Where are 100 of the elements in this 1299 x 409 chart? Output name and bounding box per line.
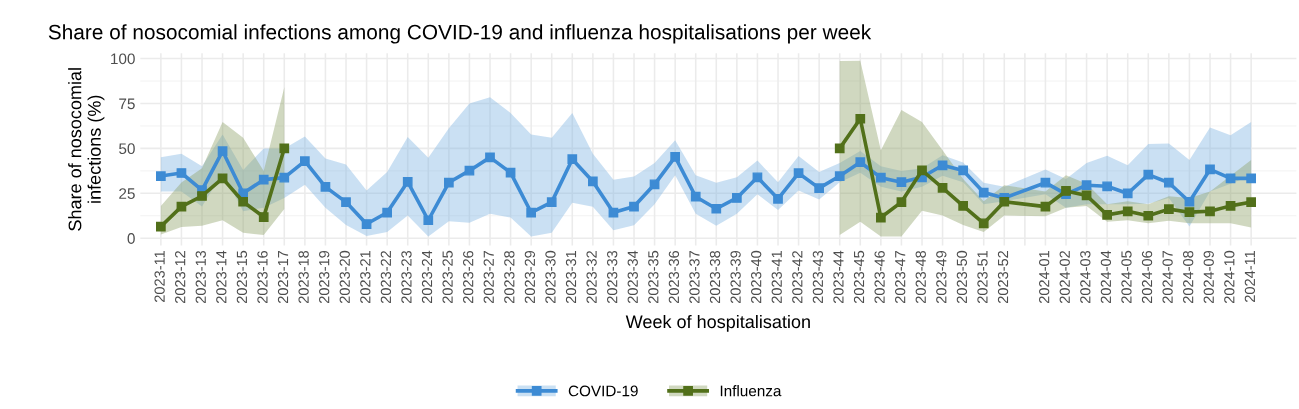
x-tick-label: 2023-39 [730,250,741,304]
point [485,152,495,163]
point [567,154,578,165]
point [875,212,886,223]
x-tick-label: 2023-35 [648,250,659,304]
x-tick-label: 2023-18 [298,250,309,304]
x-tick-label: 2023-45 [853,250,865,304]
point [1081,180,1092,191]
x-tick-label: 2023-12 [175,250,186,304]
point [752,172,763,183]
point [587,176,598,187]
point [773,194,783,204]
point [958,165,969,176]
x-tick-label: 2024-04 [1100,250,1112,304]
point [731,193,742,203]
y-tick-label: 25 [119,188,135,199]
point [917,165,927,176]
point [670,151,681,162]
point [834,171,845,181]
point [320,181,331,192]
y-tick-label: 75 [119,98,135,110]
point [546,197,557,207]
x-tick-label: 2023-31 [565,250,577,304]
point [1040,177,1051,188]
point [896,197,907,207]
x-tick-label: 2023-27 [483,250,494,304]
point [711,203,722,214]
point [937,160,948,171]
x-tick-label: 2023-14 [216,250,227,304]
point [978,218,989,229]
x-tick-label: 2024-09 [1203,250,1214,304]
x-tick-label: 2023-21 [360,250,371,304]
point [937,183,948,193]
x-tick-label: 2023-26 [463,250,474,304]
x-tick-label: 2024-11 [1244,250,1256,302]
point [834,143,845,154]
x-tick-label: 2023-20 [339,250,350,304]
x-tick-label: 2024-07 [1162,250,1173,304]
point [649,179,660,190]
x-tick-label: 2024-05 [1121,250,1132,304]
x-tick-label: 2023-16 [257,250,268,304]
x-tick-label: 2023-19 [319,250,330,304]
x-tick-label: 2023-17 [277,250,289,304]
x-tick-label: 2023-40 [751,250,762,304]
point [1143,169,1154,180]
x-tick-label: 2023-23 [401,250,412,304]
point [855,157,866,168]
x-tick-label: 2023-28 [504,250,515,304]
x-tick-label: 2023-36 [668,250,680,304]
point [156,171,166,181]
y-axis-title: Share of nosocomial infections (%) [68,68,105,231]
point [279,172,290,183]
x-tick-label: 2023-30 [545,250,556,304]
x-tick-label: 2023-32 [586,250,597,304]
point [896,177,907,188]
point [1122,188,1133,199]
x-tick-label: 2023-37 [689,250,700,304]
x-tick-label: 2023-49 [936,250,947,304]
x-tick-label: 2023-24 [421,250,433,304]
x-tick-label: 2023-34 [627,250,638,304]
point [1122,206,1133,217]
x-tick-label: 2023-43 [812,250,824,304]
y-tick-label: 50 [119,143,135,155]
point [978,187,989,198]
x-tick-label: 2023-13 [195,250,206,304]
x-tick-label: 2023-42 [792,250,803,304]
x-tick-label: 2023-25 [442,250,453,304]
x-tick-label: 2024-06 [1141,250,1153,304]
point [855,113,866,124]
point [258,174,269,185]
point [1102,181,1113,192]
point [814,183,825,193]
x-tick-label: 2023-22 [380,250,392,304]
point [217,146,228,156]
point [300,156,310,167]
point [279,143,290,154]
chart-title: Share of nosocomial infections among COVID-19 and influenza hospitalisations per week [48,24,872,44]
y-tick-label: 100 [111,53,135,65]
x-tick-label: 2024-03 [1080,250,1091,304]
point [382,207,393,218]
point [1246,173,1257,184]
x-tick-label: 2023-38 [709,250,721,304]
x-tick-label: 2023-47 [895,250,906,304]
x-tick-label: 2023-11 [154,250,165,302]
point [156,221,166,232]
point [1163,177,1174,188]
point [197,191,207,201]
point [1143,210,1154,221]
point [1246,197,1257,207]
point [341,197,351,207]
point [1205,164,1215,175]
x-tick-label: 2023-51 [977,250,988,304]
point [464,165,475,176]
legend-label: COVID-19 [568,385,638,397]
point [361,219,372,229]
x-tick-label: 2023-50 [956,250,968,304]
x-tick-label: 2024-10 [1224,250,1235,304]
point [1163,204,1174,214]
point [258,212,269,222]
point [526,207,537,218]
